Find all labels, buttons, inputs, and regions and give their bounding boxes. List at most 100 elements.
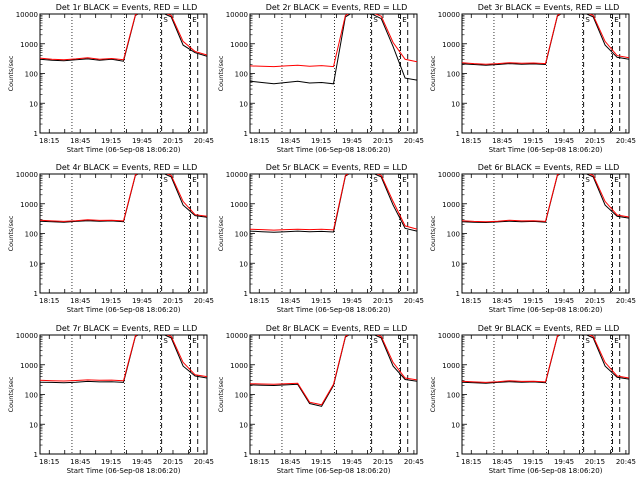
y-tick-label: 100 [25,71,38,79]
chart-panel: Det 9r BLACK = Events, RED = LLD 1 10 100 10… [429,324,636,475]
panel-title: Det 2r BLACK = Events, RED = LLD [266,3,408,12]
x-tick-label: 19:15 [101,297,121,305]
chart-panel: Det 4r BLACK = Events, RED = LLD 1 10 100 10… [7,163,214,314]
x-tick-label: 19:45 [132,458,152,466]
series-line [40,14,207,61]
y-axis-label: Counts/sec [429,376,437,412]
panel-title: Det 8r BLACK = Events, RED = LLD [266,324,408,333]
y-tick-label: 10 [29,421,38,429]
y-tick-label: 1000 [442,41,460,49]
x-tick-label: 18:15 [39,297,59,305]
y-tick-label: 1000 [230,201,248,209]
y-tick-label: 100 [235,71,248,79]
x-tick-label: 19:45 [342,458,362,466]
y-tick-label: 10 [29,260,38,268]
y-axis-label: Counts/sec [429,55,437,91]
x-tick-label: 20:45 [616,297,636,305]
panel-title: Det 7r BLACK = Events, RED = LLD [56,324,198,333]
x-tick-label: 18:15 [249,137,269,145]
x-tick-label: 20:45 [194,458,214,466]
panel-title: Det 9r BLACK = Events, RED = LLD [478,324,620,333]
x-tick-label: 19:45 [554,137,574,145]
y-tick-label: 10 [239,421,248,429]
start-marker: S [373,16,378,24]
y-tick-label: 1000 [442,201,460,209]
series-line [250,174,417,231]
x-tick-label: 20:45 [194,297,214,305]
x-tick-label: 20:45 [404,297,424,305]
x-tick-label: 20:15 [373,458,393,466]
y-tick-label: 10000 [438,11,460,19]
y-tick-label: 1 [244,451,248,459]
panel-title: Det 4r BLACK = Events, RED = LLD [56,163,198,172]
x-tick-label: 18:15 [461,458,481,466]
x-tick-label: 18:45 [280,297,300,305]
y-tick-label: 1 [456,290,460,298]
x-tick-label: 19:45 [342,137,362,145]
x-tick-label: 19:45 [132,297,152,305]
chart-panel: Det 1r BLACK = Events, RED = LLD 1 10 100 10… [7,3,214,154]
chart-panel: Det 7r BLACK = Events, RED = LLD 1 10 100 10… [7,324,214,475]
x-axis-label: Start Time (06-Sep-08 18:06:20) [67,306,181,314]
series-line [40,174,207,222]
series-line [250,335,417,406]
x-tick-label: 18:45 [70,458,90,466]
y-tick-label: 10000 [226,11,248,19]
series-line [462,335,629,384]
series-line [250,14,417,68]
x-axis-label: Start Time (06-Sep-08 18:06:20) [489,467,603,475]
y-tick-label: 10 [451,421,460,429]
x-tick-label: 19:15 [311,297,331,305]
x-tick-label: 19:15 [101,137,121,145]
x-tick-label: 18:15 [39,137,59,145]
y-tick-label: 100 [25,392,38,400]
y-tick-label: 100 [447,392,460,400]
x-tick-label: 20:15 [163,297,183,305]
start-marker: S [585,337,590,345]
y-tick-label: 10000 [16,332,38,340]
x-tick-label: 19:15 [311,137,331,145]
chart-panel: Det 8r BLACK = Events, RED = LLD 1 10 100 10… [217,324,424,475]
series-line [462,174,629,223]
y-tick-label: 10 [239,100,248,108]
y-tick-label: 100 [447,71,460,79]
x-tick-label: 19:15 [101,458,121,466]
end-marker: E [192,176,196,184]
series-line [250,335,417,407]
y-tick-label: 1000 [20,41,38,49]
x-tick-label: 18:45 [70,297,90,305]
start-marker: S [585,16,590,24]
series-line [40,335,207,384]
start-marker: S [373,176,378,184]
panel-title: Det 5r BLACK = Events, RED = LLD [266,163,408,172]
y-tick-label: 100 [235,392,248,400]
y-tick-label: 10000 [226,171,248,179]
y-tick-label: 1 [456,451,460,459]
end-marker: E [402,16,406,24]
y-tick-label: 1 [34,290,38,298]
x-tick-label: 20:45 [404,137,424,145]
y-tick-label: 1000 [442,362,460,370]
y-tick-label: 1000 [230,41,248,49]
x-axis-label: Start Time (06-Sep-08 18:06:20) [277,146,391,154]
end-marker: E [402,176,406,184]
start-marker: S [163,337,168,345]
series-line [40,335,207,382]
x-axis-label: Start Time (06-Sep-08 18:06:20) [277,306,391,314]
y-axis-label: Counts/sec [7,55,15,91]
x-tick-label: 18:45 [492,458,512,466]
y-tick-label: 1 [34,130,38,138]
y-tick-label: 10000 [438,332,460,340]
x-tick-label: 20:45 [404,458,424,466]
series-line [462,335,629,383]
start-marker: S [373,337,378,345]
series-line [462,14,629,66]
y-tick-label: 1000 [230,362,248,370]
x-tick-label: 20:15 [585,137,605,145]
x-tick-label: 20:15 [585,458,605,466]
y-tick-label: 10 [451,100,460,108]
y-axis-label: Counts/sec [217,215,225,251]
x-axis-label: Start Time (06-Sep-08 18:06:20) [67,146,181,154]
end-marker: E [402,337,406,345]
